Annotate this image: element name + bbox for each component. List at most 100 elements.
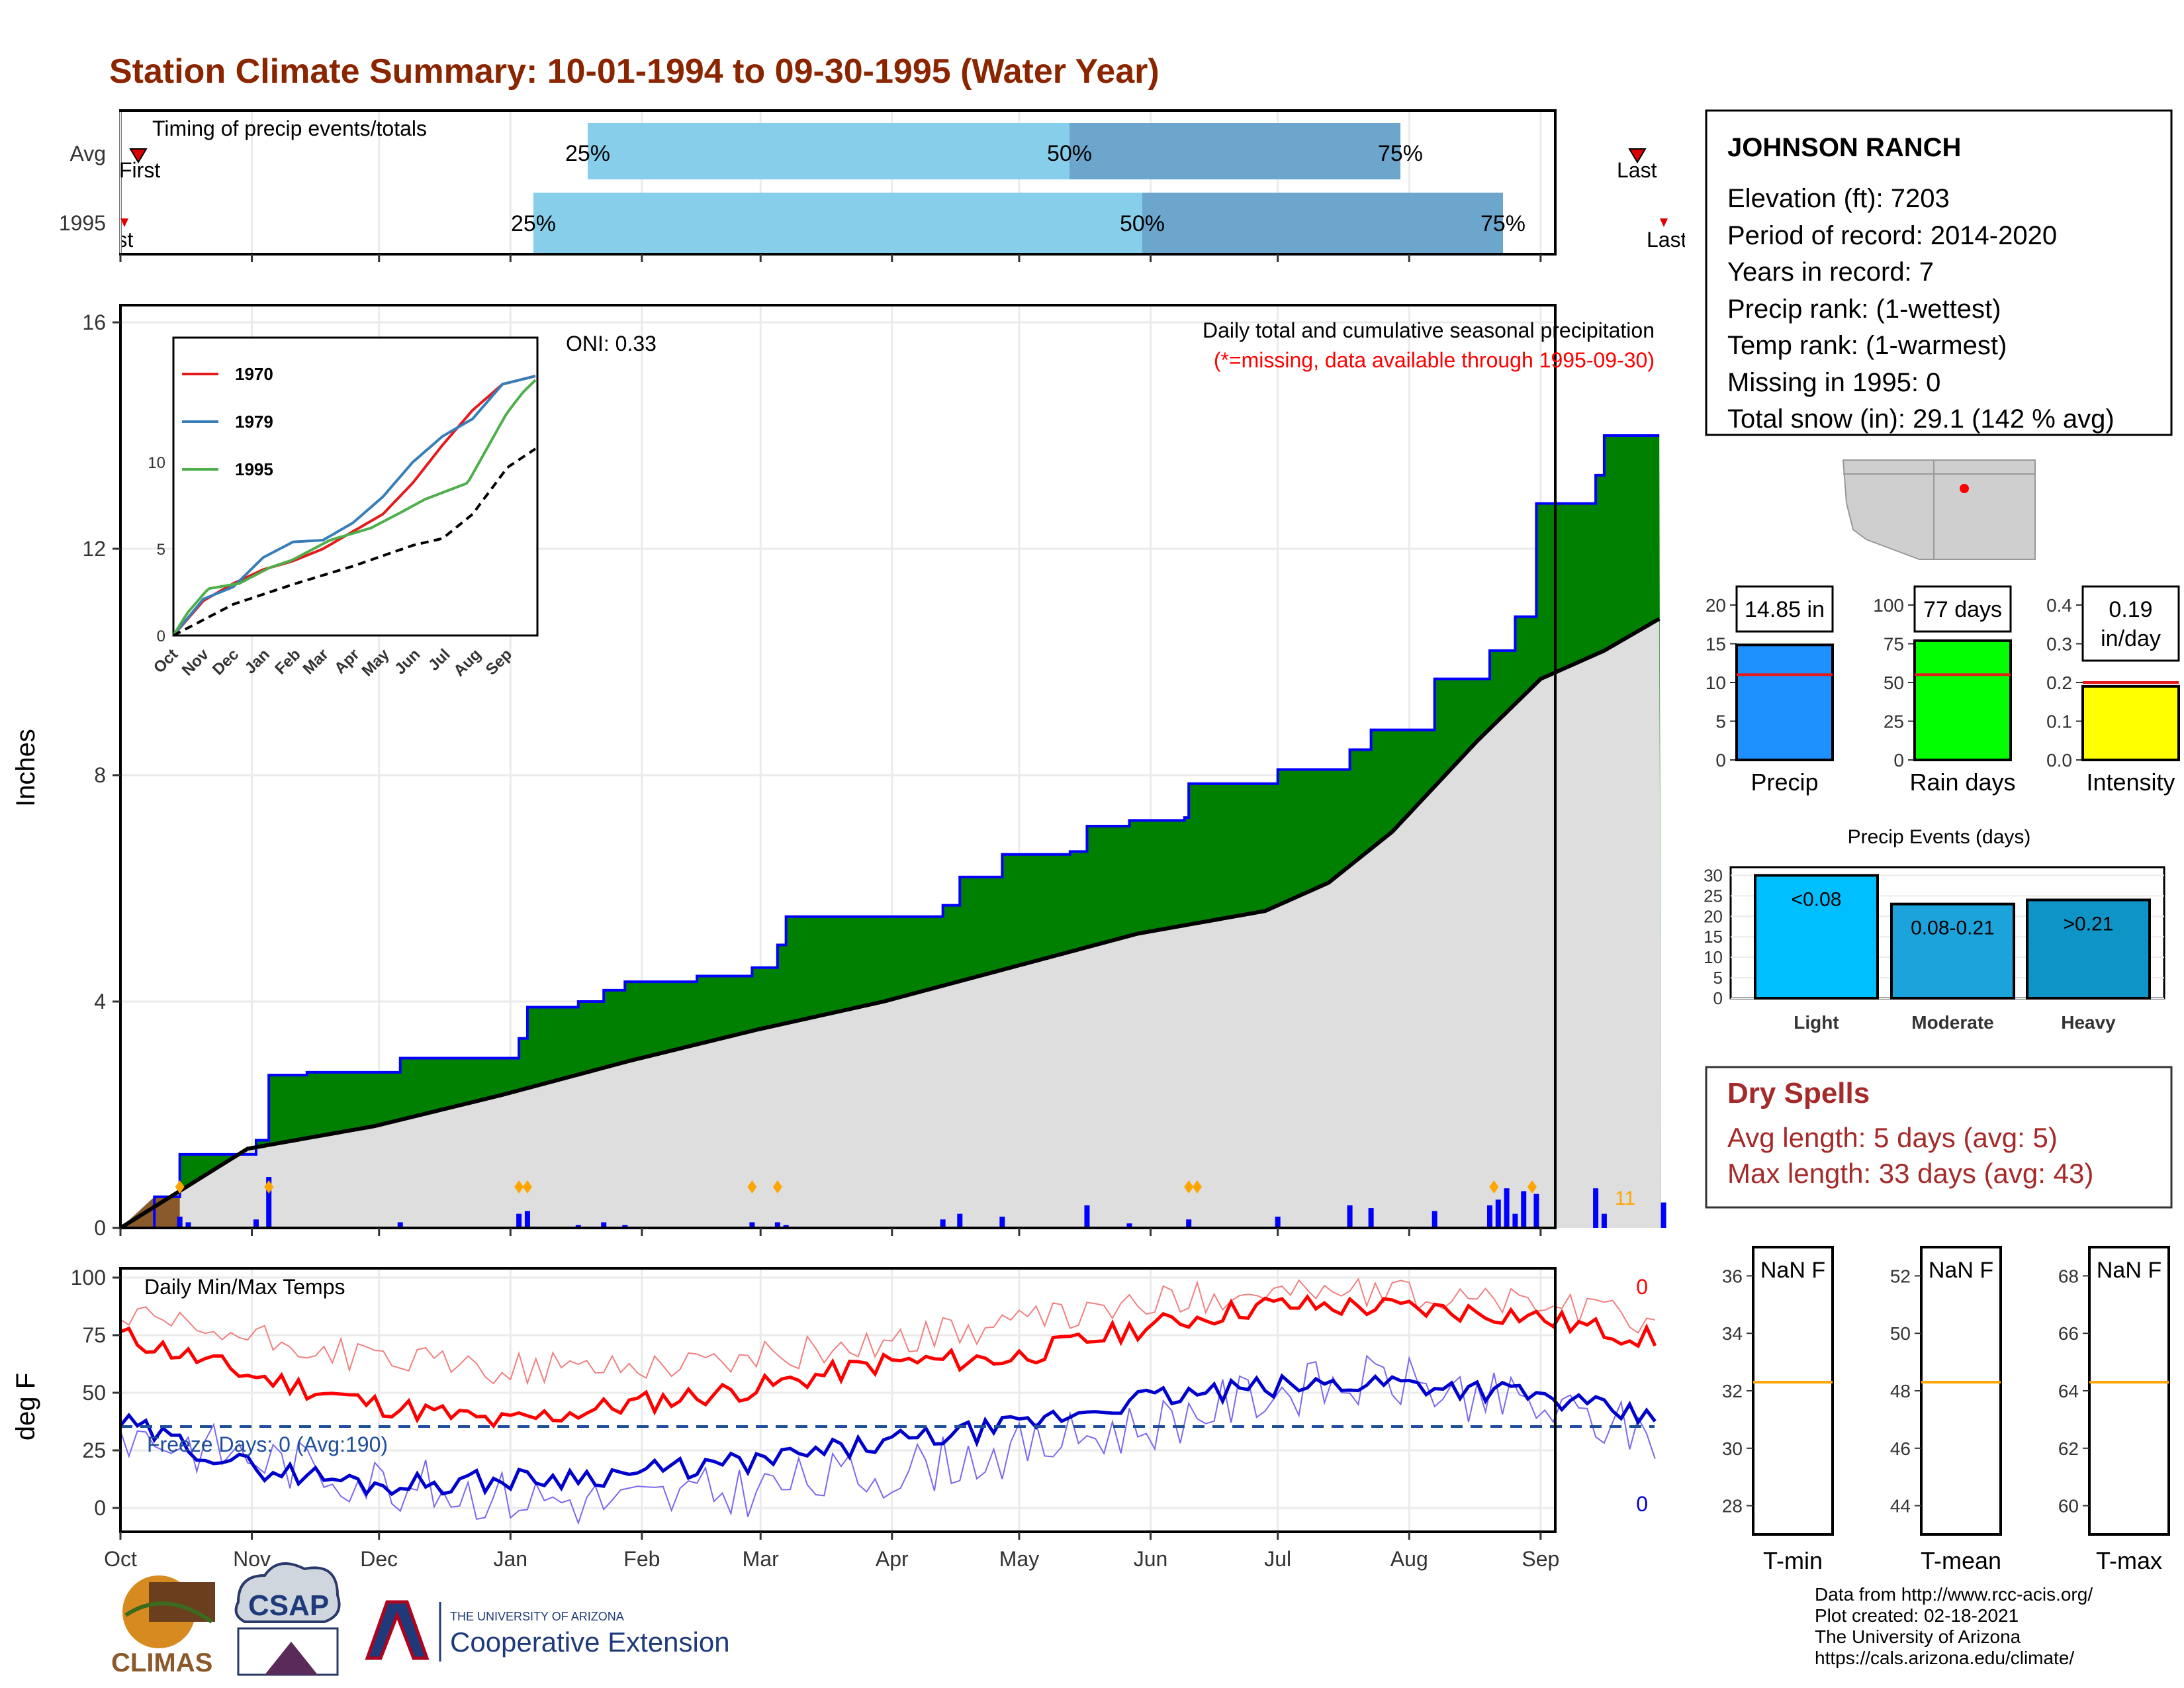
summary-bar-tick-label: 0.4 (2046, 595, 2072, 616)
temp-box-tick-label: 60 (2058, 1496, 2079, 1517)
daily-precip-bar (397, 1222, 403, 1228)
oni-value: ONI: 0.33 (566, 332, 657, 355)
precip-events-title: Precip Events (days) (1848, 826, 2031, 848)
dry-spells-box: Dry Spells Avg length: 5 days (avg: 5) M… (1705, 1066, 2173, 1209)
temp-box-tick-label: 62 (2058, 1438, 2079, 1459)
temp-box-value: NaN F (1760, 1258, 1825, 1283)
dry-spells-title: Dry Spells (1727, 1077, 1870, 1109)
temp-box-tick-label: 50 (1890, 1323, 1911, 1344)
inset-line-1979 (172, 375, 536, 637)
inset-chart: 0510197019791995OctNovDecJanFebMarAprMay… (148, 336, 539, 680)
temp-box-tick-label: 36 (1722, 1266, 1743, 1286)
snow-day-marker (1192, 1180, 1202, 1194)
footer-line-4: https://cals.arizona.edu/climate/ (1815, 1648, 2074, 1668)
location-map (1842, 459, 2036, 560)
timing-1995-bar-25-50 (533, 193, 1142, 253)
inset-ytick-label: 10 (148, 454, 165, 472)
csap-logo-text: CSAP (248, 1589, 329, 1622)
timing-avg-first-marker (129, 148, 148, 164)
daily-precip-bar (1504, 1188, 1510, 1228)
summary-bar-tick-label: 75 (1884, 634, 1904, 655)
summary-bar-value: 14.85 in (1745, 597, 1825, 622)
temp-box-frame (2088, 1246, 2170, 1536)
dry-spells-avg: Avg length: 5 days (avg: 5) (1727, 1122, 2058, 1153)
timing-avg-p50: 50% (1047, 141, 1092, 166)
daily-precip-bar (940, 1219, 946, 1228)
temp-box-tick-label: 64 (2058, 1381, 2079, 1401)
precip-ylabel: Inches (11, 729, 40, 807)
precip-events-tick-label: 15 (1704, 927, 1723, 947)
snow-day-marker (1489, 1180, 1499, 1194)
timing-1995-last-label: Last (1647, 228, 1687, 252)
snow-day-marker (747, 1180, 757, 1194)
timing-avg-first-label: First (119, 158, 160, 182)
inset-line-average (173, 447, 537, 637)
precip-ytick-label: 16 (82, 310, 106, 334)
daily-precip-bar (253, 1219, 259, 1228)
summary-bar-tick-label: 0.3 (2046, 634, 2072, 655)
inset-legend-label: 1979 (235, 412, 273, 432)
csap-logo: CSAP (234, 1562, 341, 1676)
snow-day-marker (1527, 1180, 1537, 1194)
snow-day-marker (175, 1180, 185, 1194)
summary-bar-label: Intensity (2086, 769, 2175, 796)
station-missing: Missing in 1995: 0 (1727, 368, 1940, 397)
summary-bar-intensity (2081, 684, 2180, 761)
precip-events-label: Heavy (2061, 1012, 2116, 1033)
precip-events-tick-label: 10 (1704, 947, 1723, 967)
precip-events-bar-light (1754, 874, 1879, 1000)
summary-bar-tick-label: 5 (1715, 712, 1726, 732)
daily-precip-bar (1495, 1199, 1501, 1228)
station-info-box: JOHNSON RANCH Elevation (ft): 7203 Perio… (1705, 109, 2173, 436)
station-years: Years in record: 7 (1727, 258, 1934, 287)
dry-spells-max: Max length: 33 days (avg: 43) (1727, 1158, 2093, 1189)
precip-events-label: Light (1794, 1012, 1839, 1033)
summary-bar-value: 77 days (1923, 597, 2002, 622)
daily-precip-bar (1593, 1188, 1599, 1228)
summary-bar-tick-label: 0 (1893, 750, 1904, 771)
snow-day-marker (514, 1180, 524, 1194)
precip-events-tick-label: 0 (1713, 988, 1723, 1008)
temp-box-label: T-max (2096, 1547, 2162, 1574)
temp-panel-title: Daily Min/Max Temps (144, 1275, 345, 1299)
temp-ytick-label: 25 (82, 1438, 106, 1462)
timing-avg-last-label: Last (1617, 158, 1657, 182)
summary-bar-value-box (1735, 585, 1834, 633)
temp-box-tick-label: 32 (1722, 1381, 1743, 1401)
daily-precip-bar (783, 1225, 789, 1228)
temp-box-tick-label: 30 (1722, 1438, 1743, 1459)
inset-legend-label: 1995 (235, 459, 273, 479)
temp-box-value: NaN F (2097, 1258, 2161, 1283)
temp-box-label: T-min (1763, 1547, 1823, 1574)
min-temp-count: 0 (1636, 1492, 1648, 1516)
summary-bar-tick-label: 15 (1706, 634, 1726, 655)
page-title: Station Climate Summary: 10-01-1994 to 0… (109, 52, 1160, 91)
footer-line-3: The University of Arizona (1815, 1626, 2021, 1647)
timing-1995-p25: 25% (511, 211, 556, 236)
timing-avg-p75: 75% (1378, 141, 1423, 166)
precip-events-range: 0.08-0.21 (1911, 917, 1995, 939)
temp-box-tick-label: 66 (2058, 1323, 2079, 1344)
summary-bar-value-unit: in/day (2101, 626, 2161, 651)
precip-events-tick-label: 30 (1704, 865, 1723, 885)
daily-precip-bar (622, 1225, 628, 1228)
temp-ylabel: deg F (11, 1373, 40, 1440)
daily-precip-bar (1533, 1194, 1539, 1228)
month-label: Sep (1522, 1547, 1559, 1571)
precip-events-bar-moderate (1890, 902, 2015, 1000)
temp-box-tick-label: 34 (1722, 1323, 1743, 1344)
temp-ytick-label: 50 (82, 1381, 106, 1405)
inset-ytick-label: 0 (157, 628, 165, 645)
freeze-days-label: Freeze Days: 0 (Avg:190) (147, 1432, 388, 1456)
temp-panel: Daily Min/Max Temps Freeze Days: 0 (Avg:… (11, 254, 1657, 1571)
climas-logo-text: CLIMAS (111, 1648, 212, 1677)
daily-precip-bar (266, 1177, 272, 1228)
month-label: Dec (360, 1547, 398, 1571)
daily-precip-bar (749, 1222, 755, 1228)
daily-precip-bar (1432, 1211, 1437, 1228)
station-precip-rank: Precip rank: (1-wettest) (1727, 295, 2001, 324)
snow-day-marker (772, 1180, 782, 1194)
min-temp-line (119, 1373, 1657, 1497)
daily-precip-bar (524, 1211, 530, 1228)
